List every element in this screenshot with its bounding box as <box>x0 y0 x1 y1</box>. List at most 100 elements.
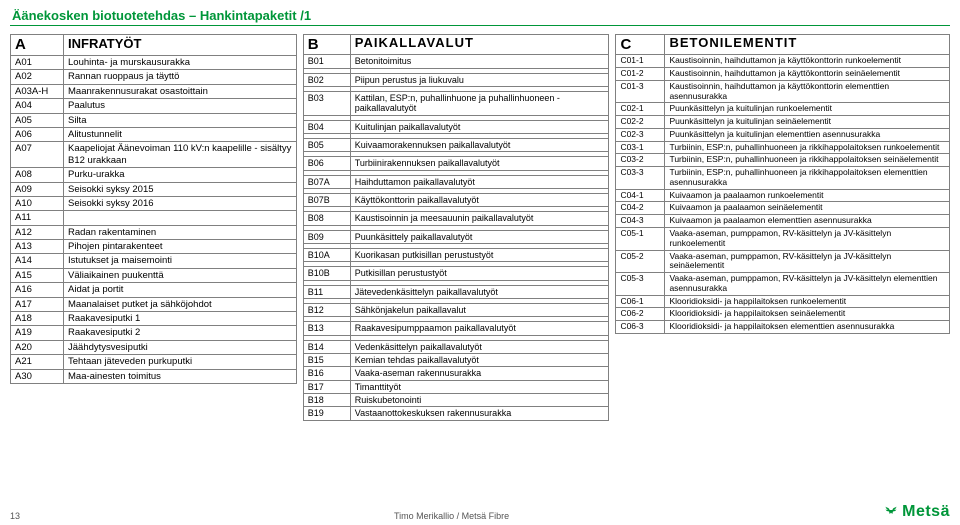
table-row: A15Väliaikainen puukenttä <box>11 268 297 282</box>
table-a-code-cell: A11 <box>11 211 64 225</box>
table-b-code-cell: B10A <box>303 249 350 262</box>
table-c-desc-cell: Turbiinin, ESP:n, puhallinhuoneen ja rik… <box>665 167 950 190</box>
table-c-code-cell: C01-1 <box>616 55 665 68</box>
table-row: A12Radan rakentaminen <box>11 225 297 239</box>
table-b: B PAIKALLAVALUT B01BetonitoimitusB02Piip… <box>303 34 610 421</box>
table-a-desc-cell: Louhinta- ja murskausurakka <box>64 56 297 70</box>
table-a-code-cell: A01 <box>11 56 64 70</box>
column-b: B PAIKALLAVALUT B01BetonitoimitusB02Piip… <box>303 34 610 421</box>
table-a: A INFRATYÖT A01Louhinta- ja murskausurak… <box>10 34 297 384</box>
table-c-desc-cell: Klooridioksidi- ja happilaitoksen runkoe… <box>665 295 950 308</box>
table-c-desc-cell: Kuivaamon ja paalaamon elementtien asenn… <box>665 215 950 228</box>
table-row: A16Aidat ja portit <box>11 283 297 297</box>
table-a-desc-cell: Seisokki syksy 2016 <box>64 196 297 210</box>
table-b-desc-cell: Kattilan, ESP:n, puhallinhuone ja puhall… <box>350 91 609 115</box>
table-row: C01-1Kaustisoinnin, haihduttamon ja käyt… <box>616 55 950 68</box>
table-a-desc-cell: Radan rakentaminen <box>64 225 297 239</box>
table-a-desc-cell: Maa-ainesten toimitus <box>64 369 297 383</box>
table-b-desc-cell: Kuorikasan putkisillan perustustyöt <box>350 249 609 262</box>
table-b-code-cell: B04 <box>303 120 350 133</box>
table-c-code-cell: C03-3 <box>616 167 665 190</box>
table-b-desc-cell: Kuitulinjan paikallavalutyöt <box>350 120 609 133</box>
table-row: A02Rannan ruoppaus ja täyttö <box>11 70 297 84</box>
table-a-code-cell: A04 <box>11 99 64 113</box>
table-a-code-cell: A20 <box>11 340 64 354</box>
table-row: A09Seisokki syksy 2015 <box>11 182 297 196</box>
footer-page-number: 13 <box>10 511 20 521</box>
table-a-code-cell: A13 <box>11 240 64 254</box>
table-row: C03-2Turbiinin, ESP:n, puhallinhuoneen j… <box>616 154 950 167</box>
table-row: B13Raakavesipumppaamon paikallavalutyöt <box>303 322 609 335</box>
table-c-code-cell: C04-3 <box>616 215 665 228</box>
table-a-code-cell: A17 <box>11 297 64 311</box>
table-row: B17Timanttityöt <box>303 380 609 393</box>
table-b-code-cell: B05 <box>303 138 350 151</box>
table-row: A06Alitustunnelit <box>11 127 297 141</box>
table-b-code-cell: B06 <box>303 157 350 170</box>
table-c-code-cell: C04-1 <box>616 189 665 202</box>
table-a-desc-cell: Pihojen pintarakenteet <box>64 240 297 254</box>
table-a-desc-cell: Maanrakennusurakat osastoittain <box>64 84 297 98</box>
table-c-desc-cell: Kaustisoinnin, haihduttamon ja käyttökon… <box>665 68 950 81</box>
table-c-code-cell: C05-1 <box>616 227 665 250</box>
table-a-desc-cell: Silta <box>64 113 297 127</box>
table-a-desc-cell <box>64 211 297 225</box>
table-row: C05-3Vaaka-aseman, pumppamon, RV-käsitte… <box>616 273 950 296</box>
table-c-desc-cell: Kaustisoinnin, haihduttamon ja käyttökon… <box>665 80 950 103</box>
table-c-code-cell: C06-3 <box>616 321 665 334</box>
table-row: A30Maa-ainesten toimitus <box>11 369 297 383</box>
table-row: B11Jätevedenkäsittelyn paikallavalutyöt <box>303 285 609 298</box>
table-b-desc-cell: Vaaka-aseman rakennusurakka <box>350 367 609 380</box>
table-a-code-cell: A30 <box>11 369 64 383</box>
table-b-desc-cell: Puunkäsittely paikallavalutyöt <box>350 230 609 243</box>
columns: A INFRATYÖT A01Louhinta- ja murskausurak… <box>10 34 950 421</box>
table-row: A20Jäähdytysvesiputki <box>11 340 297 354</box>
table-row: A11 <box>11 211 297 225</box>
table-b-code-cell: B14 <box>303 340 350 353</box>
table-a-code-cell: A18 <box>11 312 64 326</box>
table-row: B14Vedenkäsittelyn paikallavalutyöt <box>303 340 609 353</box>
table-c-desc-cell: Kaustisoinnin, haihduttamon ja käyttökon… <box>665 55 950 68</box>
table-b-code-cell: B19 <box>303 407 350 420</box>
table-a-code-cell: A16 <box>11 283 64 297</box>
table-a-code-cell: A10 <box>11 196 64 210</box>
table-row: A08Purku-urakka <box>11 168 297 182</box>
page: Äänekosken biotuotetehdas – Hankintapake… <box>0 0 960 525</box>
table-b-desc-cell: Turbiinirakennuksen paikallavalutyöt <box>350 157 609 170</box>
table-c-desc-cell: Vaaka-aseman, pumppamon, RV-käsittelyn j… <box>665 250 950 273</box>
table-b-code-cell: B12 <box>303 304 350 317</box>
table-row: C02-3Puunkäsittelyn ja kuitulinjan eleme… <box>616 128 950 141</box>
table-a-desc-cell: Paalutus <box>64 99 297 113</box>
table-b-code-cell: B10B <box>303 267 350 280</box>
table-b-desc-cell: Raakavesipumppaamon paikallavalutyöt <box>350 322 609 335</box>
table-row: C03-3Turbiinin, ESP:n, puhallinhuoneen j… <box>616 167 950 190</box>
table-row: C04-3Kuivaamon ja paalaamon elementtien … <box>616 215 950 228</box>
table-c-code: C <box>616 35 665 55</box>
table-row: B19Vastaanottokeskuksen rakennusurakka <box>303 407 609 420</box>
table-row: A19Raakavesiputki 2 <box>11 326 297 340</box>
table-b-code-cell: B11 <box>303 285 350 298</box>
table-row: B08Kaustisoinnin ja meesauunin paikallav… <box>303 212 609 225</box>
table-row: C01-3Kaustisoinnin, haihduttamon ja käyt… <box>616 80 950 103</box>
table-b-header: B PAIKALLAVALUT <box>303 35 609 55</box>
table-c-header: C BETONILEMENTIT <box>616 35 950 55</box>
table-c-code-cell: C06-2 <box>616 308 665 321</box>
table-a-code-cell: A09 <box>11 182 64 196</box>
moose-icon <box>883 504 899 520</box>
table-c-code-cell: C02-2 <box>616 116 665 129</box>
table-a-desc-cell: Kaapeliojat Äänevoiman 110 kV:n kaapelil… <box>64 142 297 168</box>
table-b-desc-cell: Piipun perustus ja liukuvalu <box>350 73 609 86</box>
table-a-code-cell: A12 <box>11 225 64 239</box>
table-c-title: BETONILEMENTIT <box>665 35 950 55</box>
table-c-desc-cell: Kuivaamon ja paalaamon runkoelementit <box>665 189 950 202</box>
table-b-code-cell: B07B <box>303 194 350 207</box>
table-a-code-cell: A19 <box>11 326 64 340</box>
table-c-code-cell: C01-3 <box>616 80 665 103</box>
table-a-code-cell: A06 <box>11 127 64 141</box>
table-a-desc-cell: Väliaikainen puukenttä <box>64 268 297 282</box>
table-row: A13Pihojen pintarakenteet <box>11 240 297 254</box>
table-a-desc-cell: Raakavesiputki 2 <box>64 326 297 340</box>
table-row: A21Tehtaan jäteveden purkuputki <box>11 355 297 369</box>
table-c-desc-cell: Puunkäsittelyn ja kuitulinjan elementtie… <box>665 128 950 141</box>
table-b-code: B <box>303 35 350 55</box>
